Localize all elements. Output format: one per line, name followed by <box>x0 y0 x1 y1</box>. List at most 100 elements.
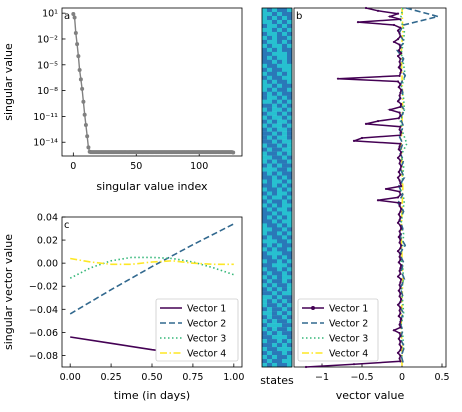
states-cell <box>282 31 288 37</box>
states-cell <box>272 323 278 328</box>
states-cell <box>282 231 288 236</box>
states-cell <box>277 47 283 53</box>
states-cell <box>272 107 278 112</box>
panel-a-point <box>71 12 76 17</box>
states-cell <box>262 99 268 104</box>
states-cell <box>272 119 278 124</box>
states-cell <box>262 207 268 212</box>
states-cell <box>267 151 273 156</box>
panel-b-point <box>388 15 392 18</box>
states-cell <box>287 87 293 92</box>
states-cell <box>282 279 288 284</box>
states-cell <box>262 155 268 160</box>
panel-b-x-tick-label: −1 <box>315 372 329 383</box>
states-cell <box>277 107 283 112</box>
states-cell <box>262 111 268 116</box>
states-cell <box>262 59 268 65</box>
panel-b-point <box>336 77 340 80</box>
states-cell <box>287 327 293 332</box>
states-cell <box>267 295 273 300</box>
states-cell <box>262 191 268 196</box>
states-cell <box>282 363 288 368</box>
panel-b-legend-label-4: Vector 4 <box>329 349 368 360</box>
states-cell <box>277 183 283 188</box>
states-cell <box>277 147 283 152</box>
states-cell <box>272 151 278 156</box>
states-cell <box>277 203 283 208</box>
states-cell <box>267 83 273 88</box>
states-cell <box>287 139 293 144</box>
panel-b-point <box>398 295 401 298</box>
panel-b-point <box>400 165 403 168</box>
states-cell <box>267 195 273 200</box>
panel-c-y-tick-label: −0.08 <box>29 351 58 362</box>
states-cell <box>262 331 268 336</box>
panel-b-point <box>396 156 400 159</box>
panel-b-point <box>397 86 400 89</box>
states-cell <box>262 211 268 216</box>
states-cell <box>262 79 268 84</box>
panel-b-legend-label-2: Vector 2 <box>329 319 368 330</box>
states-cell <box>287 207 293 212</box>
states-cell <box>282 307 288 312</box>
states-cell <box>272 327 278 332</box>
states-cell <box>282 143 288 148</box>
states-cell <box>277 191 283 196</box>
panel-b-point <box>388 108 392 111</box>
states-cell <box>267 19 273 25</box>
states-cell <box>277 223 283 228</box>
panel-b-point <box>398 343 401 346</box>
panel-a-y-tick-label: 10⁻⁵ <box>37 60 58 71</box>
states-cell <box>267 307 273 312</box>
panel-b-point <box>399 272 402 275</box>
states-cell <box>272 303 278 308</box>
states-cell <box>282 295 288 300</box>
states-cell <box>262 359 268 364</box>
panel-b-point <box>396 196 400 199</box>
states-cell <box>277 43 283 49</box>
states-cell <box>267 111 273 116</box>
states-cell <box>287 111 293 116</box>
states-cell <box>287 147 293 152</box>
states-cell <box>277 347 283 352</box>
states-cell <box>287 123 293 128</box>
panel-b-point <box>399 224 402 227</box>
states-cell <box>262 55 268 61</box>
states-cell <box>262 171 268 176</box>
states-cell <box>267 159 273 164</box>
states-cell <box>287 15 293 21</box>
states-cell <box>272 231 278 236</box>
panel-b-point <box>400 207 403 210</box>
states-cell <box>277 75 283 80</box>
panel-c-x-tick-label: 1.00 <box>223 372 244 383</box>
states-cell <box>272 19 278 25</box>
states-cell <box>262 43 268 49</box>
states-cell <box>287 99 293 104</box>
states-cell <box>262 175 268 180</box>
states-cell <box>267 67 273 73</box>
panel-a-point <box>82 112 87 117</box>
states-cell <box>287 79 293 84</box>
states-cell <box>277 171 283 176</box>
panel-b-point <box>399 105 402 109</box>
states-cell <box>262 119 268 124</box>
states-cell <box>272 235 278 240</box>
panel-a-point <box>72 15 77 20</box>
states-cell <box>277 55 283 61</box>
states-cell <box>267 119 273 124</box>
states-cell <box>262 251 268 256</box>
states-cell <box>277 231 283 236</box>
states-cell <box>262 19 268 25</box>
states-cell <box>272 195 278 200</box>
panel-b-point <box>398 74 401 77</box>
states-cell <box>282 35 288 41</box>
states-cell <box>267 135 273 140</box>
states-cell <box>287 75 293 80</box>
states-cell <box>287 331 293 336</box>
states-cell <box>267 103 273 108</box>
states-cell <box>267 123 273 128</box>
states-cell <box>262 347 268 352</box>
states-cell <box>267 43 273 49</box>
states-cell <box>277 307 283 312</box>
states-cell <box>282 211 288 216</box>
